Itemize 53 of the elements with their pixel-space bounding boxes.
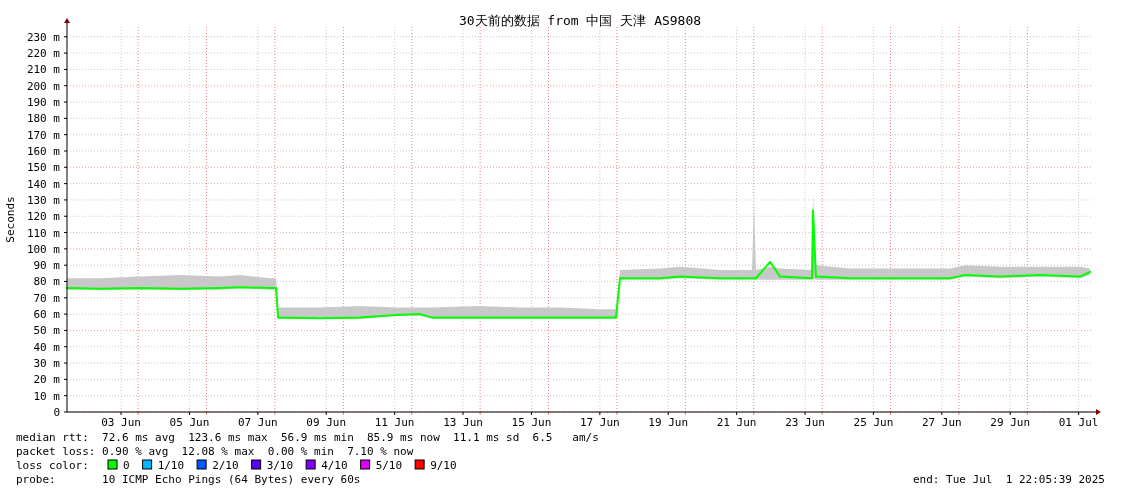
x-tick-label: 25 Jun [853, 416, 894, 429]
x-tick-label: 29 Jun [990, 416, 1031, 429]
x-tick-label: 27 Jun [921, 416, 962, 429]
x-tick-label: 05 Jun [169, 416, 210, 429]
legend-title: loss color: [16, 459, 89, 472]
x-tick-label: 19 Jun [648, 416, 689, 429]
y-tick-label: 30 m [33, 357, 61, 371]
x-tick-label: 07 Jun [237, 416, 278, 429]
text: median rtt: 72.6 ms avg 123.6 ms max 56.9 ms min 85.9 ms now 11.1 ms sd 6.5 am/s [16, 431, 599, 444]
x-tick-label: 17 Jun [579, 416, 620, 429]
legend-label: 9/10 [430, 459, 457, 472]
x-tick-label: 23 Jun [785, 416, 825, 429]
legend-label: 3/10 [266, 459, 294, 472]
text: probe: 10 ICMP Echo Pings (64 Bytes) every 60s [16, 473, 361, 486]
chart-title: 30天前的数据 from 中国 天津 AS9808 [458, 13, 702, 28]
y-tick-label: 10 m [33, 389, 61, 403]
text: packet loss: 0.90 % avg 12.08 % max 0.00 % min 7.10 % now [16, 445, 414, 458]
y-tick-label: 140 m [26, 177, 61, 191]
y-tick-label: 80 m [33, 275, 61, 289]
y-tick-label: 220 m [26, 47, 61, 61]
x-tick-label: 21 Jun [716, 416, 757, 429]
y-axis-title: Seconds [4, 196, 17, 243]
text: end: Tue Jul 1 22:05:39 2025 [912, 473, 1105, 486]
y-tick-label: 100 m [26, 242, 61, 256]
y-tick-label: 180 m [26, 112, 61, 126]
y-tick-label: 70 m [33, 291, 61, 305]
x-tick-label: 03 Jun [101, 416, 141, 429]
y-tick-label: 190 m [26, 96, 61, 110]
y-tick-label: 160 m [26, 144, 61, 158]
y-tick-label: 50 m [33, 324, 61, 338]
y-tick-label: 0 [53, 406, 60, 419]
legend-label: 2/10 [212, 459, 239, 472]
x-tick-label: 11 Jun [374, 416, 415, 429]
y-tick-label: 40 m [33, 340, 61, 354]
x-tick-label: 15 Jun [511, 416, 552, 429]
x-tick-label: 01 Jul [1058, 416, 1099, 429]
legend-label: 0 [123, 459, 130, 472]
y-tick-label: 60 m [33, 308, 61, 322]
y-tick-label: 130 m [26, 193, 61, 207]
legend-label: 5/10 [375, 459, 403, 472]
y-tick-label: 170 m [26, 128, 61, 142]
y-tick-label: 230 m [26, 30, 61, 44]
legend-label: 1/10 [157, 459, 185, 472]
x-tick-label: 09 Jun [306, 416, 347, 429]
y-tick-label: 90 m [33, 259, 61, 273]
y-tick-label: 120 m [26, 210, 61, 224]
y-tick-label: 110 m [26, 226, 61, 240]
y-tick-label: 150 m [26, 161, 61, 175]
legend-label: 4/10 [321, 459, 348, 472]
y-tick-label: 210 m [26, 63, 61, 77]
y-tick-label: 200 m [26, 79, 61, 93]
y-tick-label: 20 m [33, 373, 61, 387]
x-tick-label: 13 Jun [443, 416, 483, 429]
